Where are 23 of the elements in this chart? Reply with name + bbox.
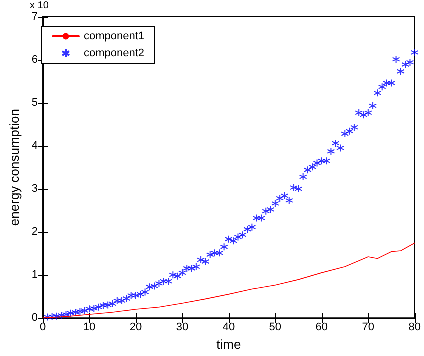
line-series [42, 242, 416, 318]
legend-label: component1 [84, 30, 145, 42]
text: x 10 [30, 0, 50, 12]
x-tick-label: 80 [408, 322, 422, 334]
x-tick-label: 70 [362, 322, 375, 334]
x-axis-title: time [216, 337, 242, 352]
x-tick-label: 60 [316, 322, 328, 334]
y-tick-label: 6 [32, 54, 38, 66]
x-tick-label: 10 [83, 322, 96, 334]
x-tick-label: 20 [130, 322, 142, 334]
y-tick-label: 1 [32, 269, 38, 282]
y-tick-label: 5 [32, 97, 38, 110]
y-tick-label: 2 [32, 226, 38, 238]
legend-label: component2 [84, 48, 145, 60]
x-tick-label: 40 [222, 322, 236, 334]
x-tick-label: 30 [176, 322, 189, 334]
y-tick-label: 3 [32, 183, 38, 196]
y-tick-label: 4 [32, 140, 38, 152]
x-tick-label: 50 [269, 322, 282, 334]
x-tick-label: 0 [40, 322, 46, 334]
y-tick-label: 0 [32, 312, 38, 324]
y-tick-label: 7 [32, 11, 38, 23]
y-axis-title: energy consumption [7, 109, 22, 226]
